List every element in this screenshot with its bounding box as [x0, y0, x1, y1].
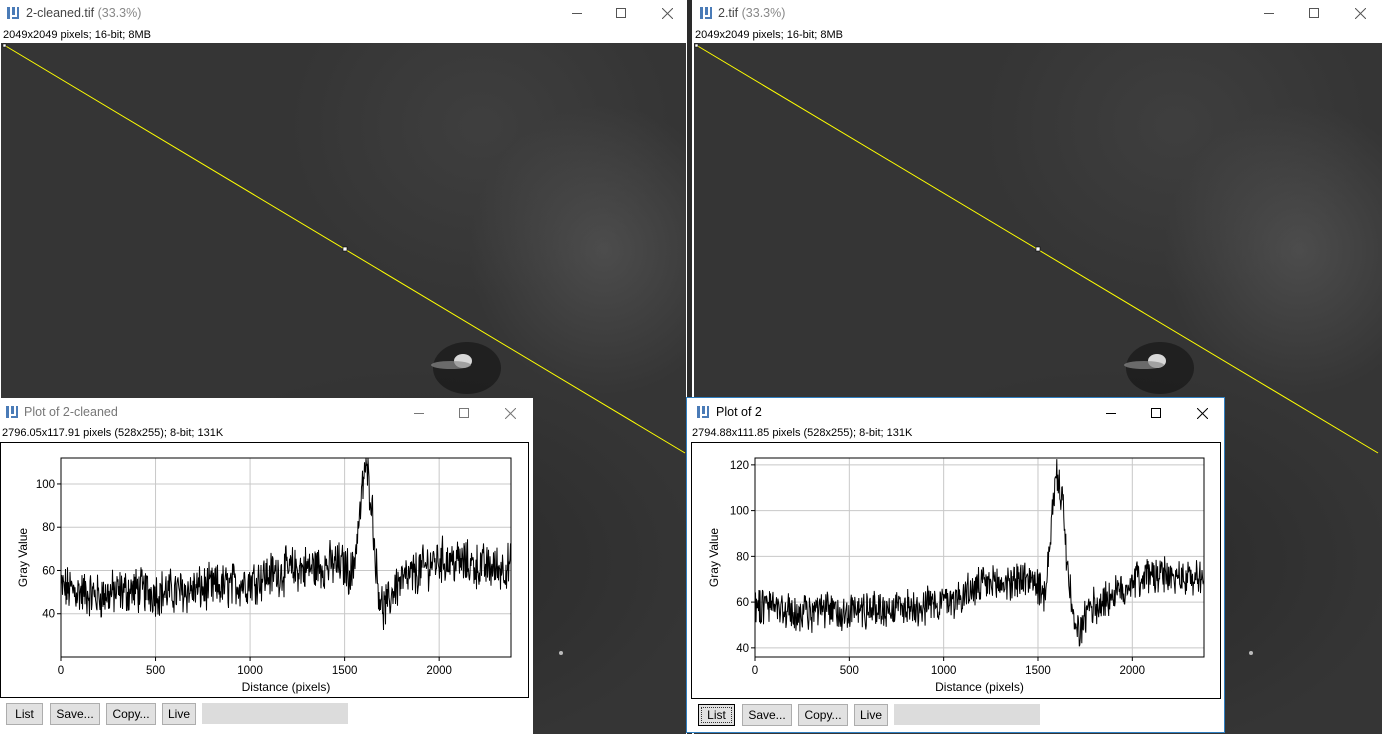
window-title: 2-cleaned.tif (33.3%) — [26, 6, 142, 20]
image-info: 2049x2049 pixels; 16-bit; 8MB — [695, 29, 843, 41]
save-button[interactable]: Save... — [742, 704, 792, 726]
close-button[interactable] — [644, 0, 687, 26]
x-tick-label: 500 — [146, 665, 165, 677]
x-tick-label: 0 — [752, 665, 758, 677]
maximize-button[interactable] — [1291, 0, 1337, 26]
profile-plot: 0 500 1000 1500 2000 40 60 80 100 120 Distance (pi… — [707, 457, 1205, 694]
window-title: Plot of 2-cleaned — [24, 405, 118, 419]
save-button[interactable]: Save... — [50, 703, 100, 725]
imagej-icon — [6, 6, 20, 20]
y-tick-label: 80 — [42, 522, 55, 534]
y-tick-label: 40 — [42, 609, 55, 621]
y-tick-label: 100 — [36, 479, 55, 491]
x-tick-label: 0 — [58, 665, 64, 677]
y-axis-label: Gray Value — [16, 528, 30, 587]
copy-button[interactable]: Copy... — [106, 703, 156, 725]
live-button[interactable]: Live — [162, 703, 196, 725]
x-tick-label: 1000 — [237, 665, 263, 677]
image-info: 2049x2049 pixels; 16-bit; 8MB — [3, 29, 151, 41]
x-tick-label: 1500 — [332, 665, 358, 677]
live-button[interactable]: Live — [854, 704, 888, 726]
x-tick-label: 1000 — [931, 665, 957, 677]
plot-window-2-cleaned[interactable]: Plot of 2-cleaned 2796.05x117.91 pixels … — [0, 398, 533, 734]
y-tick-label: 40 — [736, 643, 749, 655]
x-tick-label: 500 — [840, 665, 859, 677]
x-axis-label: Distance (pixels) — [935, 680, 1024, 694]
profile-plot: 0 500 1000 1500 2000 40 60 80 100 Distance (pixel… — [16, 457, 512, 694]
title-bar[interactable]: Plot of 2-cleaned — [0, 398, 533, 426]
x-tick-label: 1500 — [1025, 665, 1051, 677]
list-button[interactable]: List — [6, 703, 43, 725]
plot-window-2[interactable]: Plot of 2 2794.88x111.85 pixels (528x255… — [686, 397, 1225, 733]
y-tick-label: 80 — [736, 551, 749, 563]
title-bar[interactable]: 2-cleaned.tif (33.3%) — [0, 0, 687, 26]
minimize-button[interactable] — [1088, 400, 1134, 426]
y-tick-label: 120 — [730, 460, 749, 472]
window-title: 2.tif (33.3%) — [718, 6, 786, 20]
status-box — [202, 703, 348, 724]
imagej-icon — [5, 405, 19, 419]
plot-axes-box — [60, 457, 512, 658]
copy-button[interactable]: Copy... — [798, 704, 848, 726]
y-tick-label: 60 — [42, 565, 55, 577]
maximize-button[interactable] — [1133, 400, 1179, 426]
y-axis-label: Gray Value — [707, 528, 721, 587]
plot-info: 2794.88x111.85 pixels (528x255); 8-bit; … — [692, 427, 913, 439]
window-title: Plot of 2 — [716, 405, 762, 419]
list-button[interactable]: List — [698, 704, 735, 726]
y-tick-label: 60 — [736, 597, 749, 609]
close-button[interactable] — [1337, 0, 1383, 26]
y-tick-label: 100 — [730, 506, 749, 518]
x-tick-label: 2000 — [426, 665, 452, 677]
imagej-icon — [696, 405, 710, 419]
title-bar[interactable]: 2.tif (33.3%) — [692, 0, 1384, 26]
profile-series-line — [754, 459, 1205, 647]
imagej-icon — [699, 6, 713, 20]
maximize-button[interactable] — [598, 0, 644, 26]
minimize-button[interactable] — [1246, 0, 1292, 26]
profile-series-line — [60, 457, 512, 631]
plot-frame[interactable]: 0 500 1000 1500 2000 40 60 80 100 Distance (pixel… — [0, 442, 529, 698]
plot-info: 2796.05x117.91 pixels (528x255); 8-bit; … — [2, 427, 224, 439]
plot-frame[interactable]: 0 500 1000 1500 2000 40 60 80 100 120 Distance (pi… — [691, 442, 1221, 699]
minimize-button[interactable] — [554, 0, 600, 26]
close-button[interactable] — [1179, 400, 1224, 426]
x-axis-label: Distance (pixels) — [242, 680, 331, 694]
x-tick-label: 2000 — [1120, 665, 1146, 677]
plot-axes-box — [754, 457, 1205, 658]
status-box — [894, 704, 1040, 725]
maximize-button[interactable] — [441, 400, 487, 426]
minimize-button[interactable] — [396, 400, 442, 426]
title-bar[interactable]: Plot of 2 — [687, 398, 1224, 426]
close-button[interactable] — [487, 400, 533, 426]
